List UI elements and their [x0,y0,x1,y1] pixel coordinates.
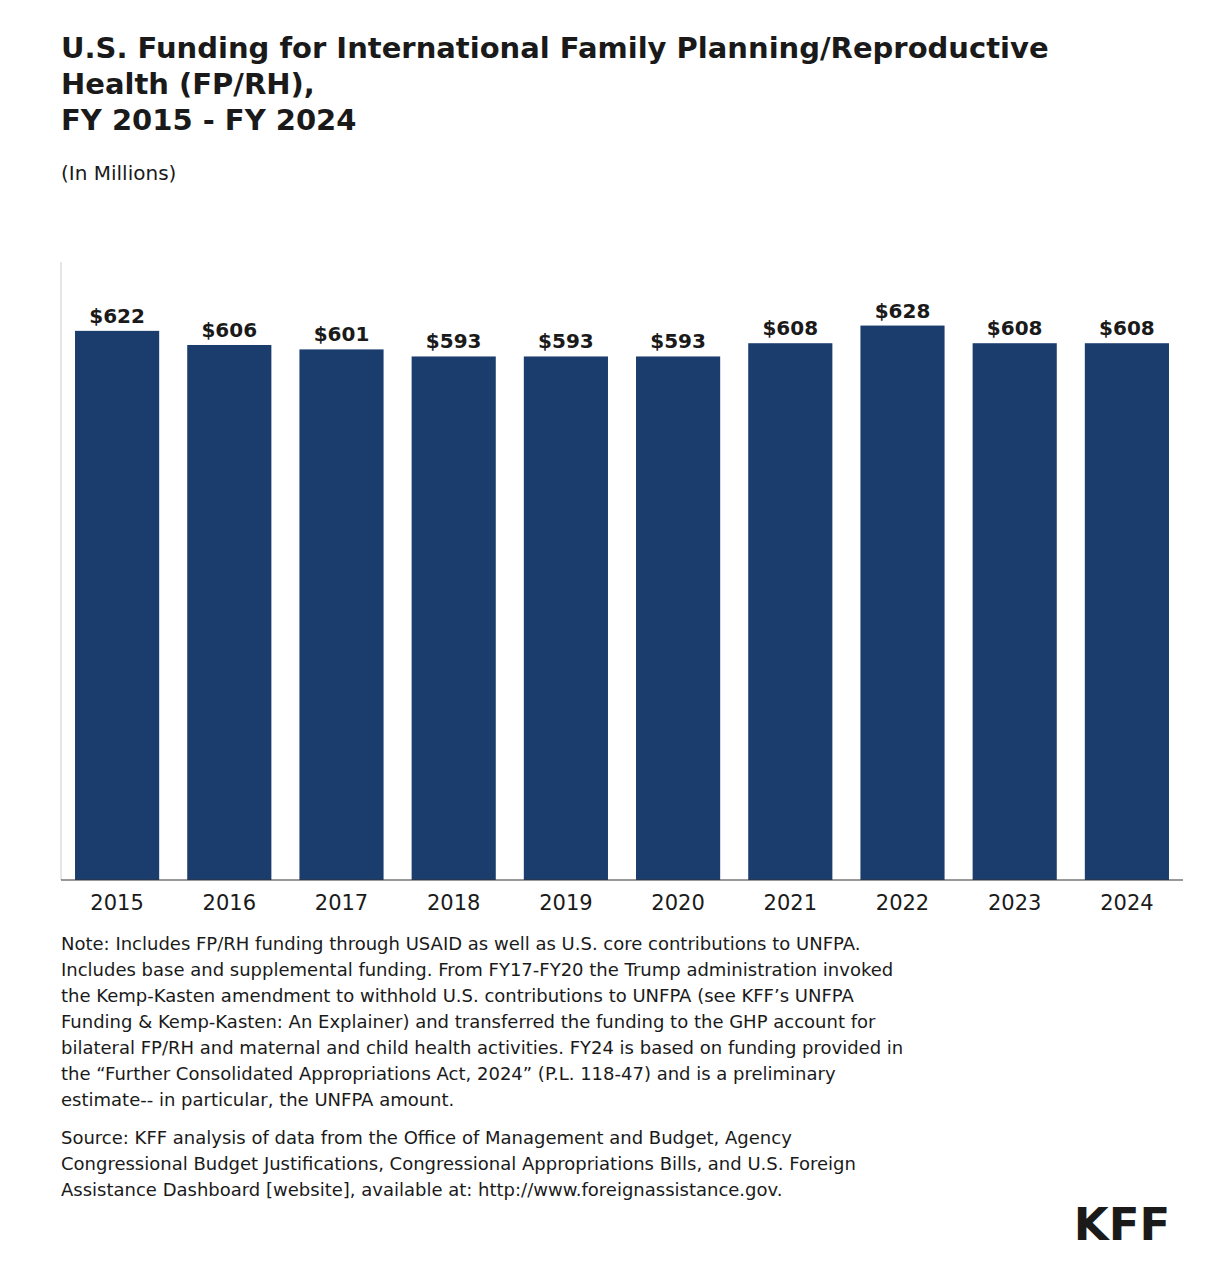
data-label: $608 [762,316,818,340]
x-tick-label: 2020 [651,891,704,915]
title-line: U.S. Funding for International Family Pl… [61,31,1049,65]
bars [75,326,1169,880]
data-label: $593 [426,329,482,353]
note-line: Note: Includes FP/RH funding through USA… [61,933,860,954]
x-tick-label: 2017 [315,891,368,915]
note-line: the Kemp-Kasten amendment to withhold U.… [61,985,854,1006]
note: Note: Includes FP/RH funding through USA… [61,933,903,1110]
x-tick-label: 2019 [539,891,592,915]
note-line: the “Further Consolidated Appropriations… [61,1063,836,1084]
source-line: Source: KFF analysis of data from the Of… [61,1127,792,1148]
note-line: estimate-- in particular, the UNFPA amou… [61,1089,454,1110]
bar [75,331,159,880]
data-label: $606 [201,318,257,342]
subtitle: (In Millions) [61,161,176,185]
note-line: Includes base and supplemental funding. … [61,959,893,980]
bar [748,343,832,880]
x-tick-label: 2021 [764,891,817,915]
x-tick-label: 2016 [203,891,256,915]
title-line: FY 2015 - FY 2024 [61,103,356,137]
source: Source: KFF analysis of data from the Of… [61,1127,856,1200]
title: U.S. Funding for International Family Pl… [61,31,1049,137]
data-label: $608 [1099,316,1155,340]
source-line: Congressional Budget Justifications, Con… [61,1153,856,1174]
data-label: $622 [89,304,145,328]
bar [1085,343,1169,880]
bar [636,356,720,880]
bar [299,349,383,880]
data-label: $593 [538,329,594,353]
x-tick-label: 2022 [876,891,929,915]
note-line: bilateral FP/RH and maternal and child h… [61,1037,903,1058]
data-label: $628 [875,299,931,323]
title-line: Health (FP/RH), [61,67,315,101]
x-tick-label: 2023 [988,891,1041,915]
x-tick-label: 2015 [90,891,143,915]
note-line: Funding & Kemp-Kasten: An Explainer) and… [61,1011,876,1032]
bar [973,343,1057,880]
bar [524,356,608,880]
bar [187,345,271,880]
data-label: $593 [650,329,706,353]
logo: KFF [1074,1198,1170,1251]
data-label: $608 [987,316,1043,340]
background [0,0,1220,1264]
source-line: Assistance Dashboard [website], availabl… [61,1179,783,1200]
data-label: $601 [314,322,370,346]
y-axis [61,262,62,880]
x-tick-label: 2018 [427,891,480,915]
chart: U.S. Funding for International Family Pl… [0,0,1220,1264]
bar [412,356,496,880]
x-axis [61,879,1183,880]
subtitle-line: (In Millions) [61,161,176,185]
bar [860,326,944,880]
x-tick-label: 2024 [1100,891,1153,915]
